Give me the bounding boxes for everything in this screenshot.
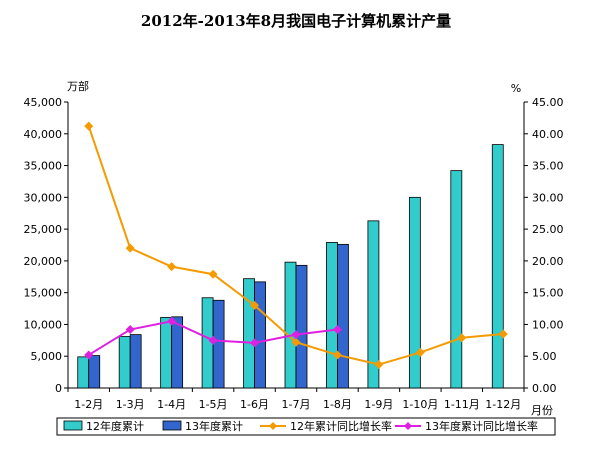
line-series1-marker [84, 121, 94, 131]
line-series2-marker [167, 316, 177, 326]
right-tick-label: 15.00 [532, 287, 564, 300]
x-tick-label: 1-5月 [199, 398, 228, 411]
bar-series1 [326, 242, 338, 389]
x-tick-label: 1-12月 [485, 398, 521, 411]
left-tick-label: 10,000 [24, 318, 63, 331]
line-series1-marker [498, 329, 508, 339]
right-tick-label: 45.00 [532, 96, 564, 109]
bar-series1 [450, 170, 463, 389]
left-axis-unit: 万部 [67, 79, 89, 93]
x-tick-label: 1-6月 [240, 398, 269, 411]
line-series2-marker [332, 325, 342, 335]
line-series1-marker [167, 262, 177, 272]
bar-series1 [491, 144, 504, 389]
bar-series1 [284, 261, 297, 389]
x-tick-label: 1-11月 [444, 398, 480, 411]
legend-box [56, 417, 556, 436]
chart-title: 2012年-2013年8月我国电子计算机累计产量 [141, 12, 451, 30]
legend-label: 12年累计同比增长率 [290, 419, 392, 433]
line-series1-marker [250, 300, 260, 310]
x-tick-label: 1-4月 [157, 398, 186, 411]
right-tick-label: 20.00 [532, 255, 564, 268]
bar-series2 [254, 281, 266, 389]
right-tick-label: 30.00 [532, 191, 564, 204]
bar-series2 [212, 299, 225, 389]
x-tick-label: 1-9月 [364, 398, 393, 411]
bar-series1 [77, 356, 90, 389]
x-axis-unit: 月份 [531, 404, 553, 417]
legend: 12年度累计 13年度累计 12年累计同比增长率 13年度累计同比增长率 [56, 417, 556, 436]
left-tick-label: 5,000 [31, 350, 63, 363]
bar-series2 [171, 316, 184, 389]
left-tick-label: 45,000 [24, 96, 63, 109]
x-tick-label: 1-7月 [282, 398, 311, 411]
bar-series2 [88, 355, 101, 389]
line-series1-marker [208, 269, 218, 279]
plot-area: 0 5,000 10,000 15,000 20,000 25,000 30,000 35,0… [24, 96, 564, 411]
bar-series1 [118, 336, 131, 389]
line-series1-marker [457, 333, 467, 343]
line-series2-marker [84, 350, 94, 360]
legend-swatch [63, 420, 83, 431]
right-tick-label: 10.00 [532, 318, 564, 331]
right-tick-label: 5.00 [532, 350, 557, 363]
legend-marker [269, 422, 277, 430]
bar-series2 [337, 243, 349, 389]
line-series1-marker [291, 337, 301, 347]
left-tick-label: 0 [55, 382, 62, 395]
bar-series1 [243, 278, 255, 389]
bar-series1 [367, 220, 380, 389]
x-tick-label: 1-2月 [74, 398, 103, 411]
right-tick-label: 25.00 [532, 223, 564, 236]
x-tick-label: 1-8月 [323, 398, 352, 411]
left-tick-label: 35,000 [24, 160, 63, 173]
legend-label: 13年度累计同比增长率 [425, 419, 538, 433]
line-series2-marker [250, 338, 260, 348]
left-tick-label: 25,000 [24, 223, 63, 236]
line-series1-marker [125, 243, 135, 253]
right-tick-label: 35.00 [532, 160, 564, 173]
bar-series1 [408, 196, 421, 389]
left-tick-label: 15,000 [24, 287, 63, 300]
line-series2-marker [208, 335, 218, 345]
right-axis-unit: % [511, 82, 521, 95]
left-tick-label: 30,000 [24, 191, 63, 204]
x-tick-label: 1-3月 [116, 398, 145, 411]
line-series1-marker [415, 347, 425, 357]
bar-series2 [295, 264, 308, 389]
legend-marker [404, 422, 412, 430]
bar-series1 [160, 317, 173, 389]
line-series2-marker [291, 330, 301, 340]
legend-label: 13年度累计 [185, 419, 243, 433]
right-tick-label: 40.00 [532, 128, 564, 141]
left-tick-label: 40,000 [24, 128, 63, 141]
bar-series2 [129, 334, 142, 389]
line-series1-marker [374, 359, 384, 369]
left-tick-label: 20,000 [24, 255, 63, 268]
legend-label: 12年度累计 [86, 419, 144, 433]
line-series1-marker [332, 350, 342, 360]
x-tick-label: 1-10月 [402, 398, 438, 411]
right-tick-label: 0.00 [532, 382, 557, 395]
line-series2-marker [125, 325, 135, 335]
legend-swatch [162, 420, 182, 431]
